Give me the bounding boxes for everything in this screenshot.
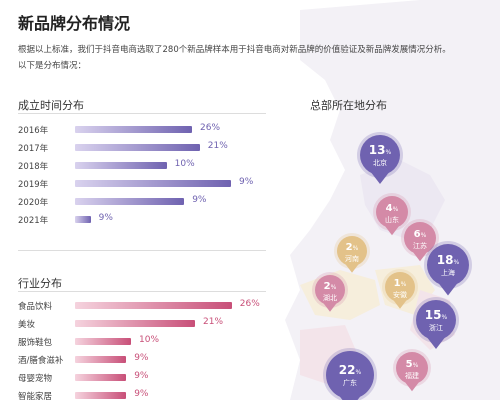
industry-label: 食品饮料 [18,302,53,312]
pin-region-label: 上海 [441,268,455,277]
industry-label: 酒/膳食滋补 [18,356,64,366]
industry-label: 智能家居 [18,392,53,402]
industry-value-label: 9% [134,371,149,381]
industry-bar [75,302,232,309]
pin-anhui: 1%安徽 [382,269,418,309]
founding-bar [75,180,231,187]
pin-value: 5% [406,359,419,370]
founding-value-label: 26% [200,123,221,133]
founding-label: 2020年 [18,198,49,208]
founding-chart-bottom-divider [18,250,266,251]
founding-chart-divider [18,113,266,114]
founding-bar [75,144,200,151]
industry-bar [75,320,195,327]
founding-value-label: 9% [192,195,207,205]
intro-text: 根据以上标准，我们于抖音电商选取了280个新品牌样本用于抖音电商对新品牌的价值验… [18,42,488,74]
pin-marker [326,351,374,399]
pin-region-label: 北京 [373,158,387,167]
founding-bar [75,198,185,205]
founding-label: 2016年 [18,126,49,136]
intro-line-2: 以下是分布情况： [18,61,87,71]
founding-label: 2019年 [18,180,49,190]
pin-marker [404,222,436,254]
founding-value-label: 10% [174,159,195,169]
pin-value: 6% [414,229,427,240]
pin-henan: 2%河南 [334,233,370,273]
pin-marker [427,244,469,286]
industry-value-label: 21% [203,317,224,327]
pin-marker [360,135,400,175]
industry-label: 母婴宠物 [18,374,53,384]
pin-beijing: 13%北京 [357,132,403,184]
pin-value: 13% [369,143,392,157]
pin-region-label: 湖北 [323,293,337,302]
pin-region-label: 福建 [405,371,419,380]
pin-marker [337,236,367,266]
industry-bar [75,356,127,363]
industry-chart-title: 行业分布 [18,277,62,290]
pin-value: 1% [394,278,407,289]
founding-label: 2017年 [18,144,49,154]
founding-label: 2018年 [18,162,49,172]
industry-value-label: 26% [239,299,260,309]
founding-chart-title: 成立时间分布 [18,99,84,112]
founding-bar [75,216,91,223]
pin-value: 18% [437,253,460,267]
industry-label: 服饰鞋包 [18,338,53,348]
industry-label: 美妆 [18,320,36,330]
founding-value-label: 9% [98,213,113,223]
pin-guangdong: 22%广东 [323,348,377,400]
pin-region-label: 山东 [385,215,399,224]
pin-region-label: 浙江 [429,323,443,332]
pin-marker [416,300,456,340]
pin-value: 2% [324,281,337,292]
map-title: 总部所在地分布 [310,99,387,112]
pin-region-label: 河南 [345,254,359,263]
founding-value-label: 21% [207,141,228,151]
intro-line-1: 根据以上标准，我们于抖音电商选取了280个新品牌样本用于抖音电商对新品牌的价值验… [18,45,451,55]
pin-hubei: 2%湖北 [312,272,348,312]
pin-marker [315,275,345,305]
founding-value-label: 9% [239,177,254,187]
founding-bar [75,162,167,169]
pin-value: 2% [346,242,359,253]
industry-chart-divider [18,291,266,292]
industry-value-label: 9% [134,353,149,363]
pin-region-label: 安徽 [393,290,407,299]
pin-fujian: 5%福建 [393,349,431,392]
industry-bar [75,338,131,345]
pin-jiangsu: 6%江苏 [401,219,439,262]
pin-region-label: 江苏 [413,241,427,250]
pin-marker [385,272,415,302]
pin-value: 22% [339,363,362,377]
industry-value-label: 9% [134,389,149,399]
pin-value: 4% [386,203,399,214]
pin-shanghai: 18%上海 [424,241,472,296]
pin-shandong: 4%山东 [373,193,411,236]
founding-bar [75,126,192,133]
pin-region-label: 广东 [343,378,357,387]
pin-value: 15% [425,308,448,322]
page-title: 新品牌分布情况 [18,14,131,33]
industry-bar [75,374,127,381]
industry-value-label: 10% [139,335,160,345]
pin-marker [376,196,408,228]
pin-zhejiang: 15%浙江 [413,297,459,349]
founding-label: 2021年 [18,216,49,226]
pin-marker [396,352,428,384]
industry-bar [75,392,127,399]
